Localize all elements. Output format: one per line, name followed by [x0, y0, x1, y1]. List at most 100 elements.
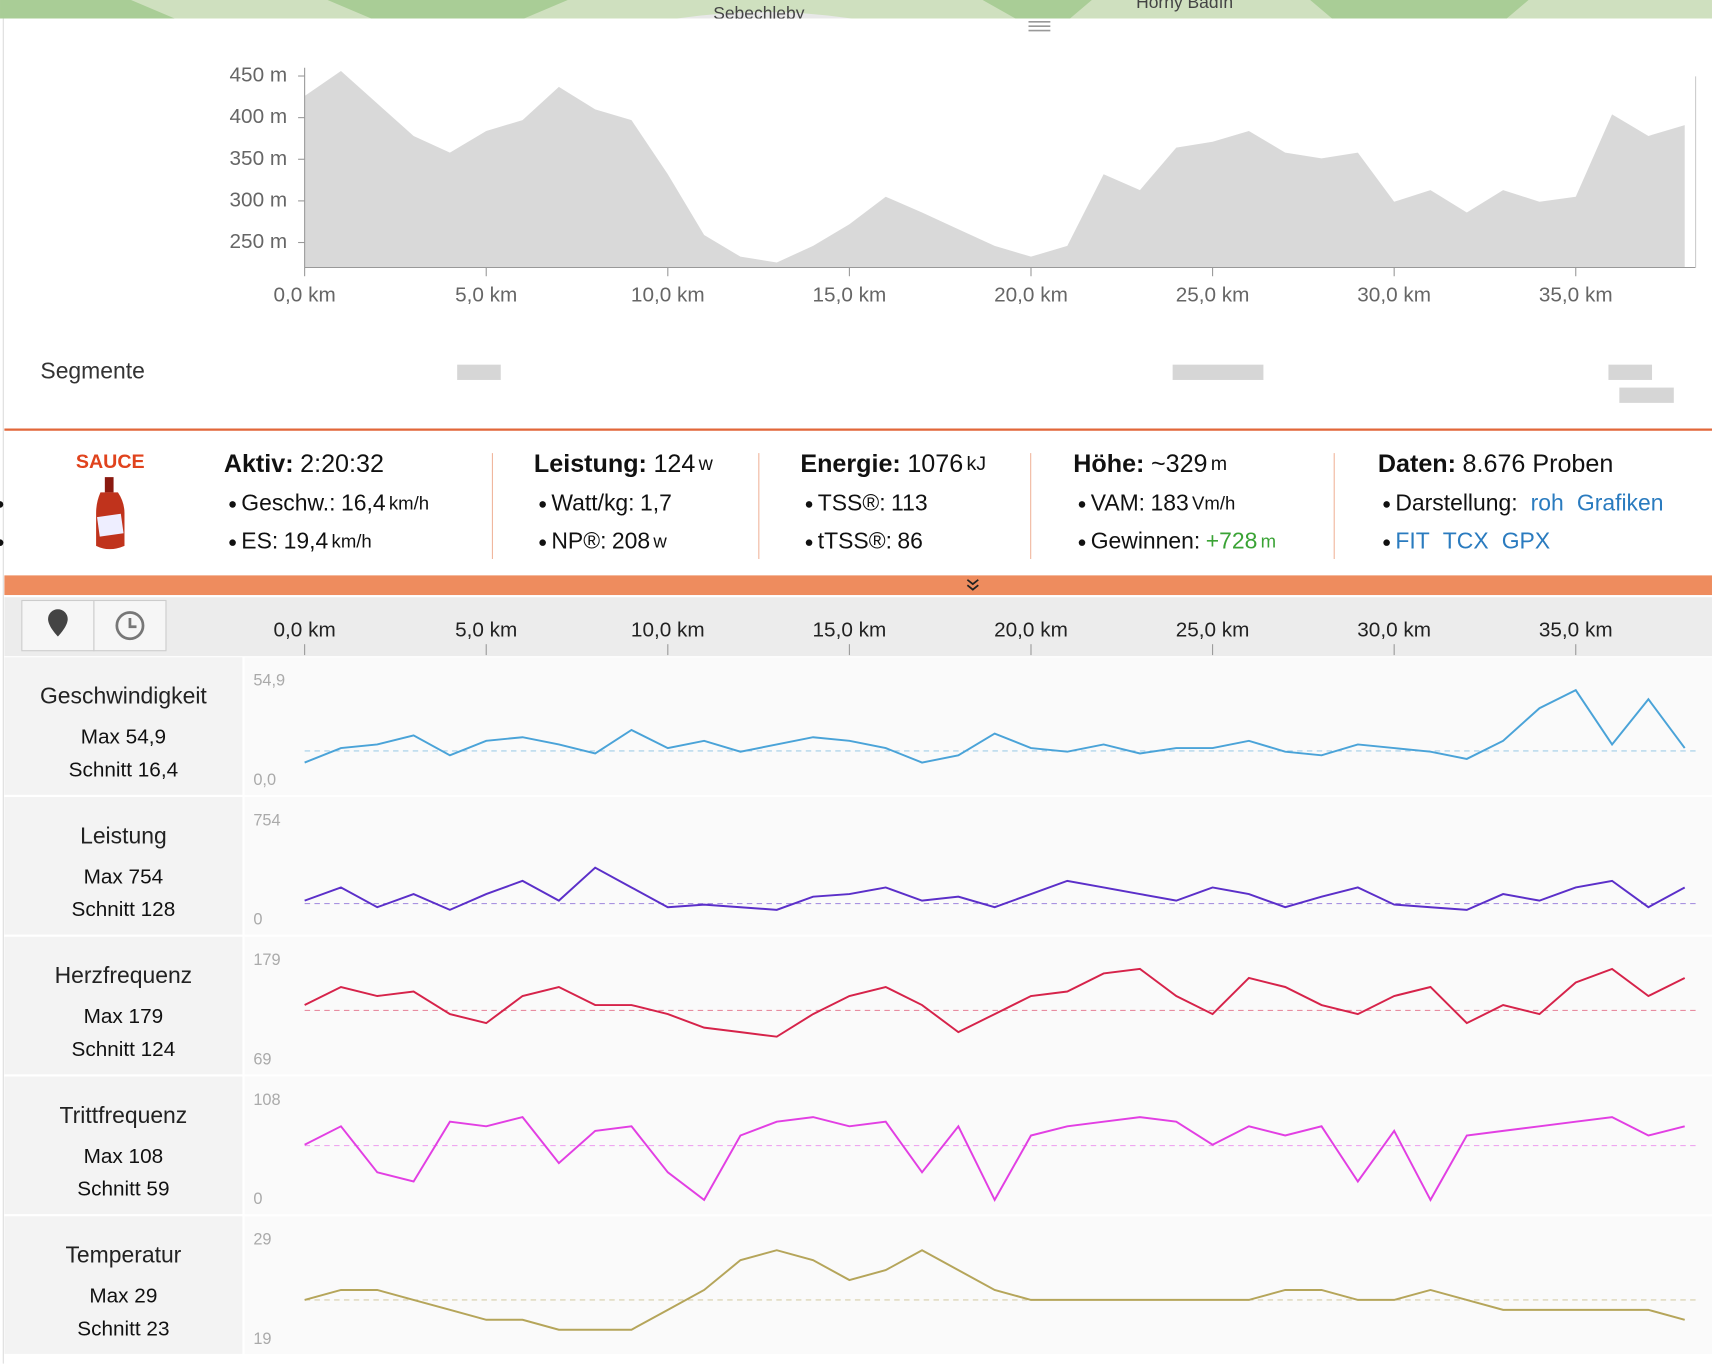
bottle-icon	[96, 477, 125, 550]
bullet	[229, 539, 236, 546]
text-part: w	[652, 531, 667, 552]
stream-line	[304, 866, 1686, 911]
x-tick-label: 10,0 km	[631, 283, 705, 306]
stream-stat: Schnitt 23	[77, 1317, 169, 1340]
stream-stat: Max 29	[89, 1285, 157, 1308]
text-part: Watt/kg:	[551, 489, 634, 515]
text-part[interactable]: FIT	[1395, 528, 1429, 554]
text-part: tTSS®:	[818, 528, 892, 554]
text-part: 16,4	[341, 489, 386, 515]
text-part: 8.676 Proben	[1463, 450, 1614, 478]
text-part: Höhe:	[1073, 450, 1144, 478]
x-tick-label: 5,0 km	[455, 283, 517, 306]
x-tick-label: 35,0 km	[1539, 619, 1613, 642]
text-part: m	[1261, 531, 1276, 552]
y-tick-label: 19	[253, 1330, 271, 1348]
stat-item: Gewinnen: +728 m	[1091, 528, 1276, 554]
y-tick-label: 754	[253, 811, 280, 829]
bullet	[805, 501, 813, 508]
y-tick-label: 350 m	[230, 147, 288, 170]
y-tick-label: 108	[253, 1091, 280, 1109]
map-label: Horný Badín	[1136, 0, 1233, 12]
stream-stat: Schnitt 59	[77, 1178, 169, 1201]
stream-line	[304, 967, 1686, 1038]
text-part: m	[1211, 453, 1227, 475]
y-tick-label: 300 m	[230, 188, 288, 211]
text-part[interactable]: roh	[1531, 489, 1564, 515]
segment-bar[interactable]	[1172, 364, 1264, 380]
stat-title: Daten: 8.676 Proben	[1378, 450, 1613, 478]
text-part: Daten:	[1378, 450, 1456, 478]
stream-line	[304, 1249, 1685, 1331]
stream-title: Temperatur	[65, 1242, 181, 1268]
text-part: Gewinnen:	[1091, 528, 1201, 554]
text-part: VAM:	[1091, 489, 1145, 515]
stream-label-bg	[4, 1216, 243, 1354]
stat-item: FIT TCX GPX	[1395, 528, 1550, 554]
bullet	[1383, 501, 1390, 508]
stream-stat: Max 54,9	[81, 726, 166, 749]
bullet	[1383, 539, 1390, 546]
stream-title: Herzfrequenz	[55, 962, 193, 988]
text-part[interactable]: GPX	[1502, 528, 1550, 554]
stream-plot-bg	[244, 1216, 1712, 1354]
text-part: 2:20:32	[300, 450, 384, 478]
brand: SAUCE	[76, 451, 145, 473]
map-terrain	[0, 0, 1529, 19]
y-tick-label: 179	[253, 951, 280, 969]
text-part: ES:	[241, 528, 278, 554]
y-tick-label: 0	[253, 1190, 262, 1208]
text-part: Aktiv:	[224, 450, 294, 478]
x-tick-label: 15,0 km	[813, 283, 887, 306]
x-tick-label: 0,0 km	[274, 283, 336, 306]
stat-item: Darstellung: roh Grafiken	[1395, 489, 1663, 515]
stat-item: NP®: 208 w	[551, 528, 667, 554]
bullet	[1078, 501, 1086, 508]
stream-stat: Max 754	[84, 865, 164, 888]
segment-bar[interactable]	[1608, 364, 1653, 380]
handle-bar[interactable]	[0, 18, 1712, 39]
bullet	[539, 539, 546, 546]
stat-item: tTSS®: 86	[818, 528, 923, 554]
text-part: Darstellung:	[1395, 489, 1517, 515]
text-part: 1,7	[640, 489, 672, 515]
collapse-bar[interactable]	[4, 575, 1712, 596]
text-part: Leistung:	[534, 450, 647, 478]
text-part: 113	[891, 489, 928, 515]
segment-bar[interactable]	[1619, 387, 1674, 403]
x-tick-label: 0,0 km	[274, 619, 336, 642]
text-part: kJ	[966, 453, 986, 475]
elevation-area	[304, 71, 1685, 268]
drag-handle[interactable]	[1028, 21, 1051, 32]
bullet	[805, 539, 813, 546]
map-label: Sebechleby	[713, 3, 804, 23]
segment-bar[interactable]	[457, 364, 501, 380]
stream-line	[304, 688, 1686, 764]
stream-title: Trittfrequenz	[60, 1102, 188, 1128]
stream-line	[304, 1115, 1685, 1203]
x-tick-label: 30,0 km	[1357, 619, 1431, 642]
text-part: 124	[653, 450, 695, 478]
stream-stat: Schnitt 124	[72, 1038, 176, 1061]
text-part: NP®:	[551, 528, 606, 554]
x-tick-label: 25,0 km	[1176, 619, 1250, 642]
text-part: 183	[1151, 489, 1189, 515]
stat-title: Energie: 1076 kJ	[800, 450, 986, 478]
stream-title: Leistung	[80, 822, 167, 848]
x-tick-label: 10,0 km	[631, 619, 705, 642]
text-part: 208	[612, 528, 650, 554]
clock-hands	[128, 617, 137, 629]
stat-title: Höhe: ~329 m	[1073, 450, 1227, 478]
map-road	[676, 12, 852, 19]
stat-item: TSS®: 113	[818, 489, 928, 515]
text-part[interactable]: Grafiken	[1577, 489, 1664, 515]
stat-title: Aktiv: 2:20:32	[224, 450, 384, 478]
text-part: w	[698, 453, 714, 475]
text-part: 1076	[907, 450, 963, 478]
text-part[interactable]: TCX	[1443, 528, 1489, 554]
chevron[interactable]	[966, 579, 979, 591]
stat-item: ES: 19,4 km/h	[241, 528, 371, 554]
y-tick-label: 450 m	[230, 64, 288, 87]
y-tick-label: 69	[253, 1050, 271, 1068]
